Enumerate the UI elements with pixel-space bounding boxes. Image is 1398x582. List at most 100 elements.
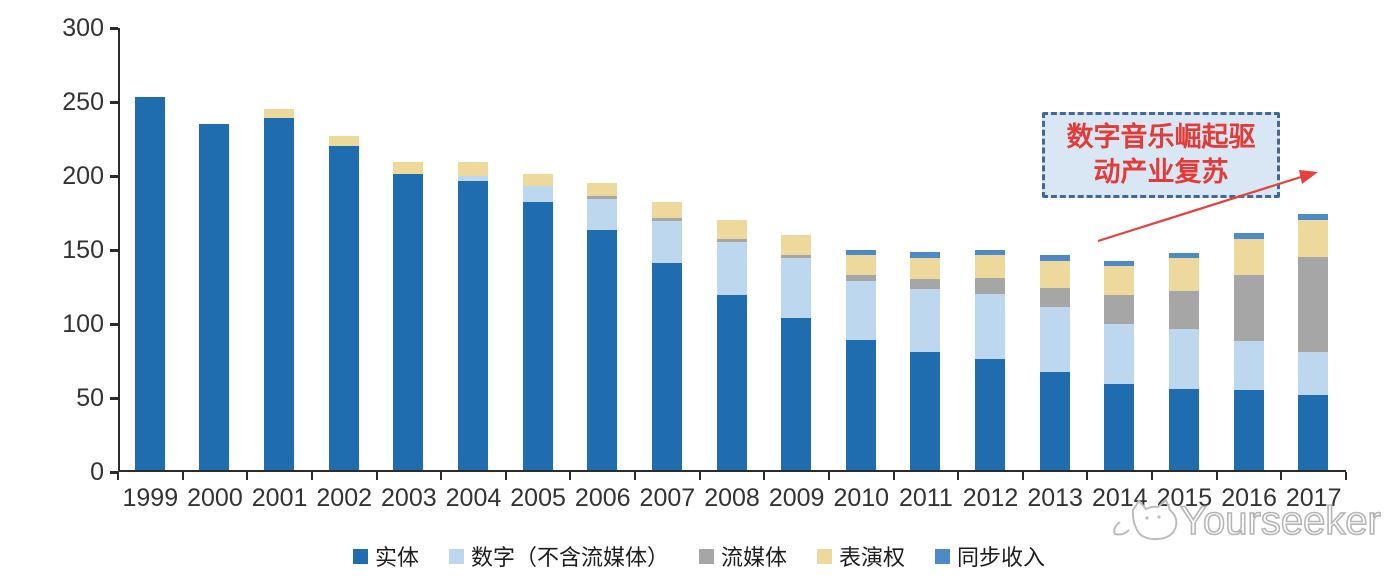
y-tick-mark: [110, 101, 118, 104]
y-tick-label: 0: [90, 458, 104, 486]
x-tick-label: 2009: [768, 484, 825, 512]
x-tick-label: 2014: [1091, 484, 1148, 512]
legend-item: 流媒体: [698, 540, 787, 572]
bar-segment: [1039, 255, 1070, 262]
x-tick-mark: [569, 472, 572, 480]
x-tick-label: 1999: [122, 484, 179, 512]
bar-segment: [1233, 341, 1264, 391]
x-tick-label: 2012: [962, 484, 1019, 512]
legend-label: 数字（不含流媒体）: [470, 546, 669, 571]
bar-2007: [651, 202, 682, 470]
legend-item: 数字（不含流媒体）: [448, 540, 669, 572]
bar-segment: [1104, 384, 1135, 470]
bar-segment: [1104, 323, 1135, 385]
x-tick-label: 2015: [1156, 484, 1213, 512]
y-tick-mark: [110, 471, 118, 474]
legend-label: 同步收入: [957, 546, 1046, 571]
bar-segment: [975, 277, 1006, 294]
bar-2004: [457, 162, 488, 470]
x-tick-label: 2002: [316, 484, 373, 512]
bar-segment: [522, 174, 553, 186]
x-tick-label: 2007: [639, 484, 696, 512]
plot-area: [118, 28, 1346, 472]
y-tick-mark: [110, 397, 118, 400]
x-tick-label: 2016: [1221, 484, 1277, 512]
bar-segment: [264, 117, 295, 470]
x-tick-label: 2006: [574, 484, 631, 512]
legend-item: 表演权: [817, 540, 905, 572]
x-tick-mark: [698, 472, 701, 480]
bar-segment: [1104, 265, 1135, 296]
bar-segment: [1039, 307, 1070, 373]
bar-segment: [1298, 256, 1329, 352]
bar-segment: [1168, 258, 1199, 291]
bar-segment: [1039, 287, 1070, 308]
x-tick-mark: [375, 472, 378, 480]
bar-segment: [199, 123, 230, 470]
bar-segment: [975, 249, 1006, 256]
bar-2000: [199, 123, 230, 470]
chart-legend: 实体 数字（不含流媒体） 流媒体 表演权 同步收入: [0, 540, 1398, 572]
y-tick-label: 250: [62, 88, 104, 116]
bar-segment: [587, 230, 618, 470]
bar-2009: [781, 234, 812, 470]
bar-segment: [651, 202, 682, 219]
bar-segment: [457, 175, 488, 182]
x-tick-mark: [1280, 472, 1283, 480]
bar-segment: [264, 108, 295, 118]
legend-label: 表演权: [839, 546, 906, 571]
bar-segment: [1168, 388, 1199, 470]
bar-segment: [1039, 261, 1070, 288]
bar-segment: [975, 255, 1006, 278]
bar-segment: [1298, 394, 1329, 470]
bar-segment: [522, 202, 553, 470]
bar-segment: [975, 293, 1006, 359]
x-tick-mark: [763, 472, 766, 480]
bar-2016: [1233, 233, 1264, 470]
x-tick-label: 2017: [1285, 484, 1342, 512]
x-tick-mark: [246, 472, 249, 480]
x-tick-mark: [181, 472, 184, 480]
y-tick-label: 200: [62, 162, 104, 190]
y-tick-mark: [110, 249, 118, 252]
bar-segment: [716, 239, 747, 243]
x-tick-mark: [1086, 472, 1089, 480]
bar-2012: [975, 249, 1006, 470]
annotation-text-line2: 动产业复苏: [1093, 157, 1229, 188]
bar-segment: [1233, 390, 1264, 470]
bar-segment: [781, 317, 812, 470]
bar-segment: [845, 255, 876, 275]
bar-2013: [1039, 255, 1070, 470]
bar-segment: [1298, 219, 1329, 257]
legend-swatch-icon: [935, 548, 951, 564]
x-tick-label: 2000: [187, 484, 243, 512]
x-tick-mark: [634, 472, 637, 480]
x-tick-mark: [957, 472, 960, 480]
y-tick-label: 300: [62, 14, 104, 42]
bar-2002: [328, 135, 359, 470]
x-tick-mark: [1215, 472, 1218, 480]
bar-segment: [1168, 329, 1199, 389]
bar-segment: [457, 162, 488, 176]
bar-segment: [781, 234, 812, 256]
x-tick-mark: [440, 472, 443, 480]
bar-2008: [716, 219, 747, 470]
x-tick-label: 2008: [704, 484, 760, 512]
bar-segment: [1039, 372, 1070, 470]
bar-segment: [587, 182, 618, 197]
bar-segment: [781, 258, 812, 318]
bar-2011: [910, 252, 941, 470]
legend-swatch-icon: [352, 548, 368, 564]
bar-segment: [1104, 295, 1135, 324]
annotation-callout: 数字音乐崛起驱 动产业复苏: [1042, 112, 1280, 198]
legend-swatch-icon: [698, 548, 714, 564]
legend-swatch-icon: [817, 548, 832, 564]
bar-segment: [910, 351, 941, 470]
bar-segment: [716, 242, 747, 296]
bar-segment: [1233, 274, 1264, 342]
x-tick-label: 2004: [445, 484, 502, 512]
bar-segment: [1298, 351, 1329, 395]
bar-1999: [134, 97, 165, 470]
bar-2001: [264, 108, 295, 470]
